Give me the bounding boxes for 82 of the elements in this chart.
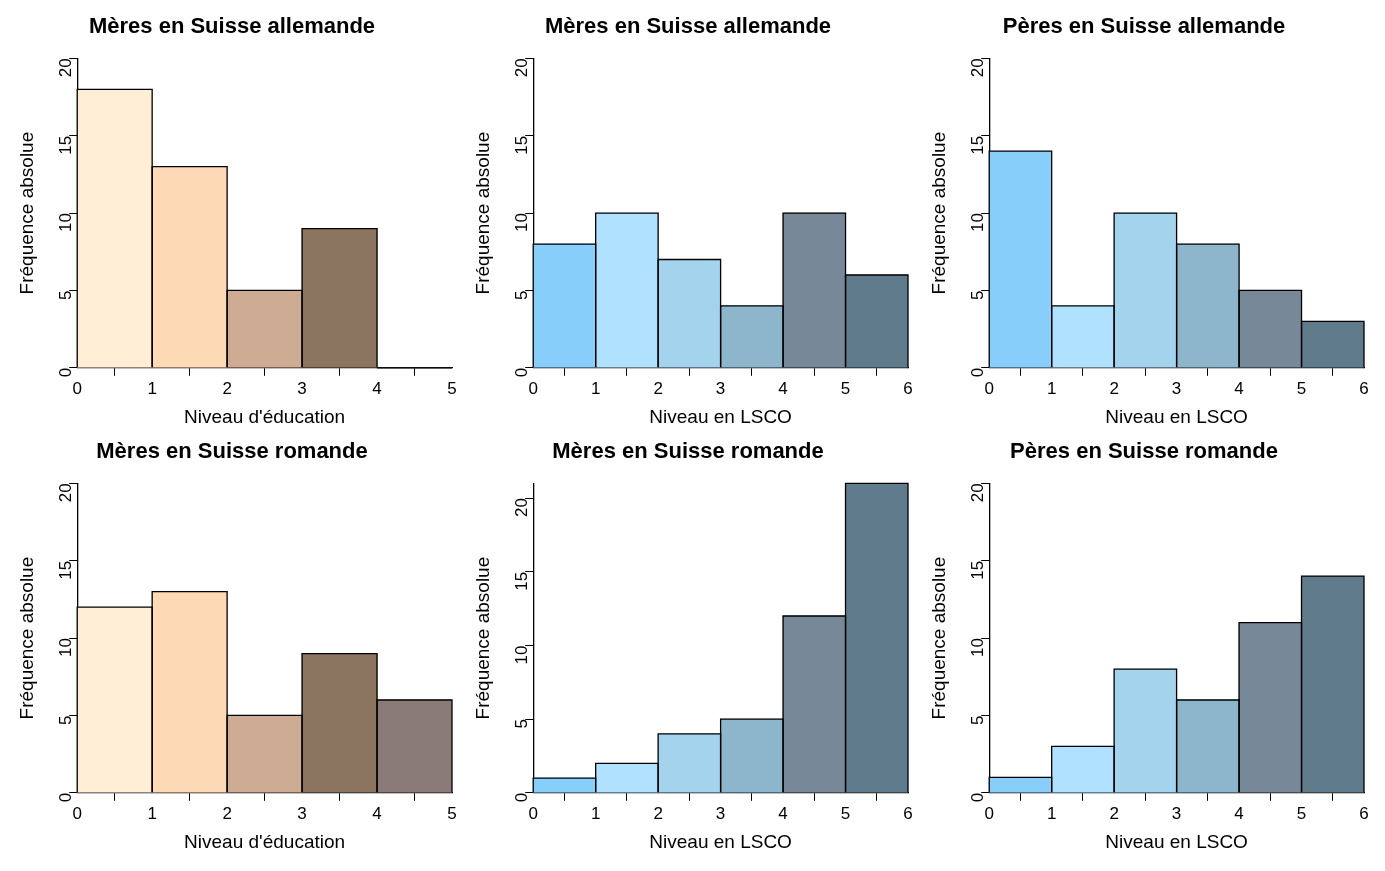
- x-tick-label: 2: [1109, 378, 1119, 398]
- y-tick-label: 15: [55, 560, 75, 580]
- y-axis-title: Fréquence absolue: [15, 131, 37, 295]
- y-tick-label: 10: [55, 638, 75, 658]
- x-tick-label: 6: [903, 378, 913, 398]
- chart-title: Mères en Suisse allemande: [88, 13, 376, 39]
- y-tick-label: 20: [55, 483, 75, 503]
- x-tick-label: 1: [1046, 803, 1057, 823]
- x-tick-label: 4: [778, 378, 788, 398]
- y-tick-label: 0: [511, 367, 531, 378]
- y-tick-label: 5: [511, 719, 531, 729]
- y-tick-label: 20: [511, 498, 531, 518]
- x-tick-label: 3: [1171, 378, 1182, 398]
- y-tick-label: 5: [55, 715, 75, 725]
- x-tick-label: 5: [447, 803, 457, 823]
- y-axis-title: Fréquence absolue: [927, 131, 949, 295]
- x-tick-label: 2: [653, 803, 663, 823]
- chart-title: Mères en Suisse allemande: [544, 13, 832, 39]
- y-axis-title: Fréquence absolue: [471, 131, 493, 295]
- y-axis-title: Fréquence absolue: [471, 556, 493, 720]
- x-axis-title: Niveau en LSCO: [649, 405, 792, 427]
- x-tick-label: 4: [1234, 378, 1244, 398]
- x-tick-label: 3: [715, 803, 726, 823]
- y-tick-label: 10: [511, 645, 531, 665]
- x-tick-label: 5: [840, 803, 851, 823]
- y-tick-label: 15: [967, 135, 987, 155]
- y-tick-label: 0: [55, 367, 75, 378]
- y-tick-label: 10: [967, 638, 987, 658]
- y-tick-label: 20: [511, 58, 531, 78]
- x-tick-label: 2: [222, 378, 232, 398]
- y-tick-label: 20: [967, 483, 987, 503]
- x-tick-label: 5: [1296, 803, 1307, 823]
- y-tick-label: 0: [55, 792, 75, 803]
- y-tick-label: 15: [55, 135, 75, 155]
- x-axis-title: Niveau d'éducation: [184, 405, 346, 427]
- x-axis-title: Niveau en LSCO: [1105, 405, 1248, 427]
- y-tick-label: 20: [55, 58, 75, 78]
- y-tick-label: 5: [967, 290, 987, 300]
- y-tick-label: 10: [967, 213, 987, 233]
- chart-title: Mères en Suisse romande: [552, 438, 824, 464]
- x-tick-label: 6: [1359, 803, 1369, 823]
- x-tick-label: 5: [1296, 378, 1307, 398]
- x-axis-title: Niveau en LSCO: [649, 830, 792, 852]
- y-tick-label: 5: [55, 290, 75, 300]
- y-axis-title: Fréquence absolue: [927, 556, 949, 720]
- x-axis-title: Niveau d'éducation: [184, 830, 346, 852]
- y-tick-label: 0: [967, 792, 987, 803]
- x-tick-label: 1: [590, 803, 601, 823]
- x-tick-label: 4: [1234, 803, 1244, 823]
- x-tick-label: 1: [1046, 378, 1057, 398]
- y-tick-label: 10: [511, 213, 531, 233]
- x-axis-title: Niveau en LSCO: [1105, 830, 1248, 852]
- y-tick-label: 15: [511, 135, 531, 155]
- x-tick-label: 4: [778, 803, 788, 823]
- x-tick-label: 2: [1109, 803, 1119, 823]
- x-tick-label: 1: [147, 803, 157, 823]
- x-tick-label: 3: [715, 378, 726, 398]
- x-tick-label: 1: [590, 378, 601, 398]
- chart-title: Pères en Suisse allemande: [1002, 13, 1286, 39]
- chart-title: Pères en Suisse romande: [1010, 438, 1278, 464]
- x-tick-label: 6: [1359, 378, 1369, 398]
- x-tick-label: 5: [447, 378, 457, 398]
- x-tick-label: 6: [903, 803, 913, 823]
- x-tick-label: 3: [297, 803, 307, 823]
- y-tick-label: 15: [967, 560, 987, 580]
- x-tick-label: 2: [653, 378, 663, 398]
- y-tick-label: 0: [511, 792, 531, 803]
- y-axis-title: Fréquence absolue: [15, 556, 37, 720]
- x-tick-label: 3: [1171, 803, 1182, 823]
- x-tick-label: 4: [372, 803, 382, 823]
- x-tick-label: 1: [147, 378, 157, 398]
- x-tick-label: 4: [372, 378, 382, 398]
- y-tick-label: 5: [511, 290, 531, 300]
- y-tick-label: 20: [967, 58, 987, 78]
- x-tick-label: 2: [222, 803, 232, 823]
- chart-title: Mères en Suisse romande: [96, 438, 368, 464]
- y-tick-label: 15: [511, 571, 531, 591]
- y-tick-label: 10: [55, 213, 75, 233]
- y-tick-label: 5: [967, 715, 987, 725]
- x-tick-label: 3: [297, 378, 307, 398]
- y-tick-label: 0: [967, 367, 987, 378]
- x-tick-label: 5: [840, 378, 851, 398]
